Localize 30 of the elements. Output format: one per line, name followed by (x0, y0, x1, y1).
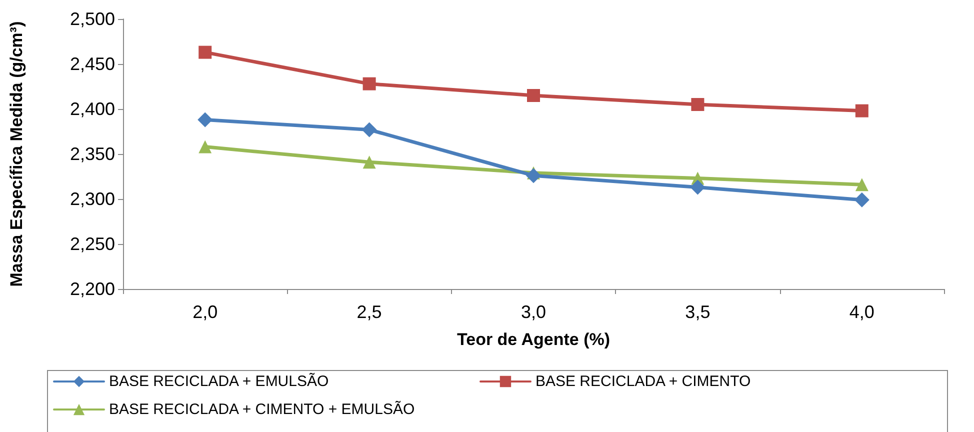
point (362, 77, 376, 90)
point (855, 178, 868, 192)
legend-label: BASE RECICLADA + CIMENTO + EMULSÃO (109, 400, 415, 418)
x-axis-title: Teor de Agente (%) (456, 330, 610, 349)
y-tick-label: 2,300 (70, 189, 115, 209)
point (527, 89, 540, 102)
point (690, 180, 706, 195)
point (362, 156, 376, 169)
point (855, 104, 868, 118)
point (362, 122, 377, 138)
y-tick-label: 2,200 (70, 279, 115, 299)
x-tick-label: 2,5 (356, 302, 382, 322)
point (691, 98, 704, 111)
point (526, 168, 541, 184)
point (198, 140, 212, 154)
x-tick-label: 4,0 (849, 302, 874, 322)
x-tick-label: 3,0 (520, 302, 546, 322)
y-tick-label: 2,450 (70, 54, 115, 74)
y-tick-label: 2,500 (70, 9, 115, 29)
x-tick-label: 2,0 (192, 302, 218, 322)
point (198, 112, 213, 128)
y-tick-label: 2,250 (70, 234, 115, 254)
y-axis-title: Massa Específica Medida (g/cm³) (7, 21, 26, 287)
point (198, 46, 212, 59)
point (854, 192, 870, 208)
y-tick-label: 2,350 (70, 144, 115, 164)
y-tick-label: 2,400 (70, 99, 115, 119)
legend-label: BASE RECICLADA + CIMENTO (535, 373, 751, 390)
x-tick-label: 3,5 (685, 302, 710, 322)
legend-label: BASE RECICLADA + EMULSÃO (109, 372, 329, 390)
